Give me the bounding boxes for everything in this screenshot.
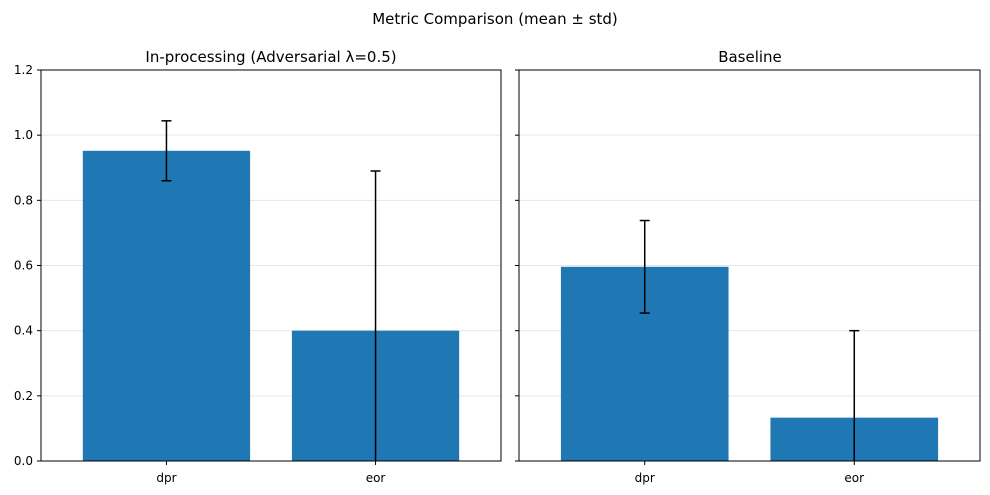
y-tick-label: 0.0 [14,454,33,468]
y-tick-label: 0.2 [14,389,33,403]
panel-in-processing: In-processing (Adversarial λ=0.5) 0.0 0.2… [14,48,502,485]
x-tick-label: eor [366,471,386,485]
bar [82,150,251,461]
y-tick-label: 0.8 [14,193,33,207]
figure-suptitle: Metric Comparison (mean ± std) [372,10,618,28]
y-tick-label: 1.0 [14,128,33,142]
panel-title: Baseline [718,48,782,66]
y-tick-label: 1.2 [14,63,33,77]
y-tick-label: 0.4 [14,324,33,338]
x-tick-label: dpr [635,471,655,485]
x-tick-label: eor [844,471,864,485]
panel-baseline: Baseline dpr eor [515,48,981,485]
panel-title: In-processing (Adversarial λ=0.5) [145,48,396,66]
y-tick-label: 0.6 [14,259,33,273]
x-tick-label: dpr [156,471,176,485]
